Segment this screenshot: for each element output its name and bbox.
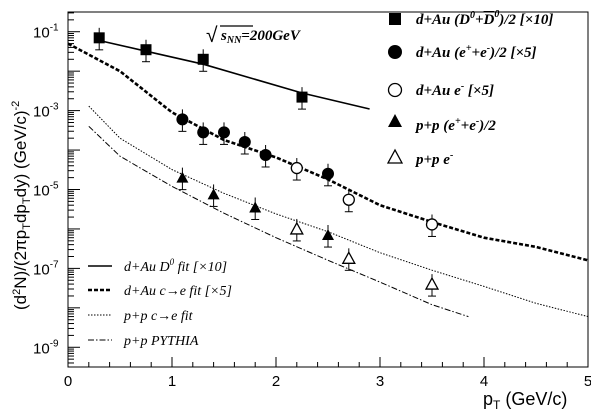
marker-circle-filled <box>259 148 272 161</box>
y-tick-label: 10-7 <box>33 259 59 278</box>
legend-marker-circle-filled <box>388 45 402 59</box>
marker-triangle-open <box>341 250 356 264</box>
y-tick-label: 10-5 <box>33 181 59 200</box>
marker-square-filled <box>296 91 308 103</box>
marker-triangle-filled <box>249 201 262 213</box>
annotation-energy: sNN=200GeV <box>220 28 302 46</box>
y-tick-label: 10-1 <box>33 23 59 42</box>
legend-label-pp-ee: p+p (e++e-)/2 <box>414 116 496 134</box>
legend-top-right: d+Au (D0+D0)/2 [×10] d+Au (e++e-)/2 [×5]… <box>386 9 553 168</box>
x-tick-label: 0 <box>64 373 72 390</box>
x-tick-label: 2 <box>272 373 280 390</box>
y-tick-label: 10-9 <box>33 338 59 357</box>
marker-square-filled <box>197 53 209 65</box>
legend-marker-triangle-open <box>386 148 404 164</box>
legend-label-dau-em: d+Au e- [×5] <box>416 81 494 99</box>
marker-circle-open <box>342 193 355 206</box>
marker-triangle-open <box>289 221 304 235</box>
x-axis-label: pT (GeV/c) <box>483 389 567 412</box>
y-axis-label: (d2N)/(2πpTdpTdy) (GeV/c)-2 <box>10 101 33 310</box>
marker-circle-filled <box>238 136 251 149</box>
legend-marker-square-filled <box>389 13 401 25</box>
legend-label-dau-ee: d+Au (e++e-)/2 [×5] <box>416 43 537 61</box>
x-tick-label: 5 <box>584 373 591 390</box>
marker-circle-filled <box>197 126 210 139</box>
x-tick-label: 4 <box>480 373 488 390</box>
marker-triangle-filled <box>207 188 220 200</box>
legend-bottom-left: d+Au D0 fit [×10] d+Au c→e fit [×5] p+p … <box>88 257 232 349</box>
legend-label-ce-dau-fit: d+Au c→e fit [×5] <box>124 284 232 299</box>
legend-label-dau-d0: d+Au (D0+D0)/2 [×10] <box>416 9 553 28</box>
marker-triangle-filled <box>322 229 334 241</box>
marker-triangle-open <box>424 276 440 290</box>
x-tick-label: 3 <box>376 373 384 390</box>
marker-circle-filled <box>218 126 230 139</box>
legend-label-pythia: p+p PYTHIA <box>123 334 199 349</box>
marker-square-filled <box>93 32 105 44</box>
marker-square-filled <box>140 44 152 56</box>
marker-circle-open <box>290 161 303 175</box>
annotation-sqrt-symbol: √ <box>206 24 218 47</box>
curve-solid <box>99 39 370 110</box>
curve-dashdot <box>88 125 469 318</box>
legend-label-ce-pp-fit: p+p c→e fit <box>123 309 194 324</box>
legend-label-d0-fit: d+Au D0 fit [×10] <box>124 257 227 275</box>
marker-circle-filled <box>176 113 189 126</box>
legend-marker-circle-open <box>387 82 403 98</box>
marker-triangle-filled <box>176 171 189 183</box>
marker-circle-filled <box>322 167 334 180</box>
data-points <box>93 27 440 297</box>
legend-marker-triangle-filled <box>388 114 402 127</box>
y-tick-label: 10-3 <box>33 102 59 121</box>
x-tick-label: 1 <box>168 373 176 390</box>
marker-circle-open <box>425 218 439 231</box>
legend-label-pp-em: p+p e- <box>414 150 453 168</box>
